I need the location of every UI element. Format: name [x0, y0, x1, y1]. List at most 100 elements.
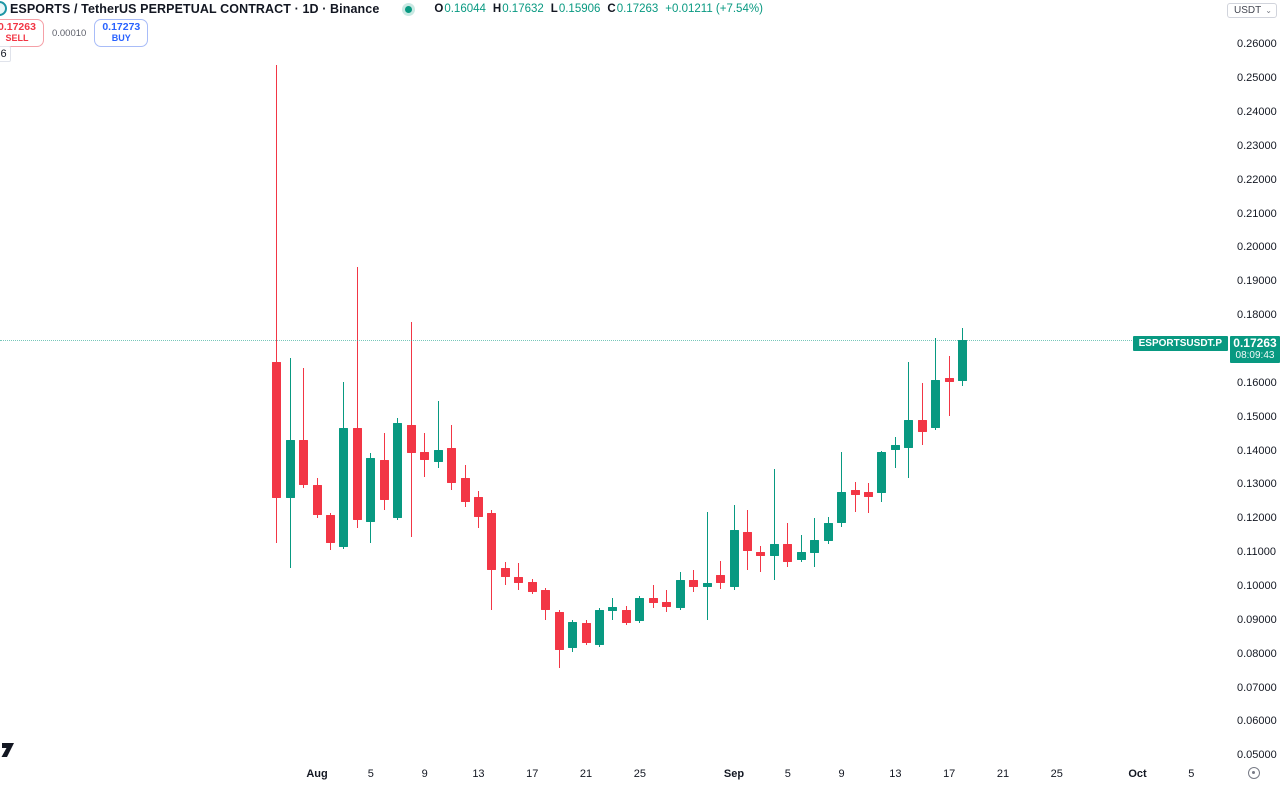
candle-body [675, 579, 685, 609]
symbol-title[interactable]: ESPORTS / TetherUS PERPETUAL CONTRACT · … [10, 2, 380, 16]
candle-body [608, 607, 618, 611]
candle-body [756, 552, 766, 556]
candle-body [514, 576, 524, 584]
change-value: +0.01211 (+7.54%) [665, 3, 763, 15]
candle-wick [518, 563, 520, 591]
candle-wick [276, 64, 278, 543]
candle-body [339, 428, 349, 547]
sell-button[interactable]: 0.17263 SELL [0, 19, 44, 48]
price-tick-label: 0.25000 [1237, 72, 1277, 85]
candle-wick [948, 356, 950, 417]
candle-body [958, 340, 968, 382]
price-tick-label: 0.23000 [1237, 139, 1277, 152]
candle-body [299, 440, 309, 486]
candle-body [326, 515, 335, 544]
time-tick-label: Oct [1128, 768, 1147, 780]
currency-unit-button[interactable]: USDT ⌄ [1227, 3, 1277, 18]
candle-wick [854, 481, 856, 512]
bar-countdown: 08:09:43 [1235, 350, 1275, 362]
time-tick-label: Aug [306, 768, 328, 780]
buy-label: BUY [111, 32, 131, 43]
time-tick-label: 5 [367, 768, 374, 780]
price-tick-label: 0.10000 [1237, 580, 1277, 592]
time-scale[interactable]: Aug 5 9 13 17 21 25 Sep 5 9 13 17 21 25 Oct 5 [0, 762, 1228, 786]
scale-settings-icon[interactable] [1248, 767, 1260, 779]
time-tick-label: 21 [579, 768, 593, 780]
candle-body [568, 621, 578, 649]
ohlc-values: O 0.16044 H 0.17632 L 0.15906 C 0.17263 +0.0… [434, 3, 763, 15]
candle-wick [303, 368, 305, 488]
candle-body [742, 531, 752, 552]
candle-body [541, 590, 551, 611]
candle-wick [800, 534, 802, 563]
time-tick-label: 5 [1188, 768, 1195, 780]
candle-body [366, 458, 376, 522]
price-tick-label: 0.19000 [1237, 275, 1277, 288]
market-status-icon[interactable] [405, 5, 413, 13]
candle-body [702, 582, 712, 588]
high-label: H [492, 3, 502, 15]
candle-body [527, 581, 537, 592]
candle-body [783, 543, 793, 562]
time-tick-label: 9 [838, 768, 845, 780]
candle-body [447, 448, 457, 484]
price-tick-label: 0.22000 [1237, 173, 1277, 186]
current-price-badge: 0.17263 08:09:43 [1230, 336, 1280, 364]
price-tick-label: 0.21000 [1237, 207, 1277, 220]
candle-body [581, 622, 591, 643]
price-tick-label: 0.20000 [1237, 241, 1277, 254]
price-tick-label: 0.24000 [1237, 106, 1277, 118]
price-tick-label: 0.14000 [1237, 444, 1277, 457]
candle-wick [921, 383, 923, 445]
price-tick-label: 0.08000 [1237, 647, 1277, 660]
candle-body [433, 449, 443, 462]
symbol-logo-icon [0, 1, 7, 16]
sell-label: SELL [5, 32, 29, 43]
candle-body [635, 598, 645, 622]
candle-body [648, 598, 658, 604]
tradingview-logo-icon[interactable] [0, 740, 21, 757]
candle-body [393, 423, 403, 519]
candle-body [285, 440, 295, 499]
candle-wick [437, 401, 439, 468]
candle-body [662, 601, 672, 607]
buy-sell-panel: 0.17263 SELL 0.00010 0.17273 BUY [0, 19, 149, 48]
high-value: 0.17632 [502, 3, 544, 15]
chart-legend: ESPORTS / TetherUS PERPETUAL CONTRACT · … [0, 0, 763, 18]
candle-body [890, 444, 900, 450]
candle-body [917, 419, 927, 432]
candle-wick [760, 546, 762, 572]
candle-body [554, 611, 564, 650]
price-scale[interactable]: 0.26000 0.25000 0.24000 0.23000 0.22000 0.210… [1228, 0, 1280, 762]
candle-body [810, 539, 820, 554]
time-tick-label: 17 [526, 768, 539, 780]
time-tick-label: 21 [996, 768, 1010, 780]
candle-body [379, 460, 389, 500]
candle-body [595, 610, 604, 645]
time-tick-label: 13 [889, 768, 902, 780]
sell-price: 0.17263 [0, 21, 36, 33]
candle-wick [868, 483, 869, 514]
time-tick-label: 9 [421, 768, 428, 780]
close-value: 0.17263 [616, 3, 659, 15]
candle-wick [706, 511, 708, 620]
chart-canvas[interactable]: ESPORTSUSDT.P [0, 0, 1228, 762]
buy-button[interactable]: 0.17273 BUY [94, 19, 149, 48]
low-label: L [550, 3, 558, 15]
candle-body [729, 529, 739, 587]
candle-body [904, 419, 914, 449]
price-tick-label: 0.18000 [1237, 309, 1277, 322]
candle-wick [841, 451, 843, 527]
price-tick-label: 0.13000 [1237, 478, 1277, 491]
price-tick-label: 0.09000 [1237, 613, 1277, 626]
candle-body [689, 579, 699, 587]
candle-body [312, 485, 322, 516]
price-line-symbol-badge: ESPORTSUSDT.P [1132, 336, 1228, 352]
open-value: 0.16044 [444, 3, 486, 15]
drawing-toolbar-count[interactable]: 6 [0, 46, 11, 62]
open-label: O [434, 3, 444, 15]
time-tick-label: 25 [1050, 768, 1063, 780]
candle-body [931, 379, 941, 429]
candle-wick [666, 590, 668, 612]
time-tick-label: 13 [472, 768, 485, 780]
